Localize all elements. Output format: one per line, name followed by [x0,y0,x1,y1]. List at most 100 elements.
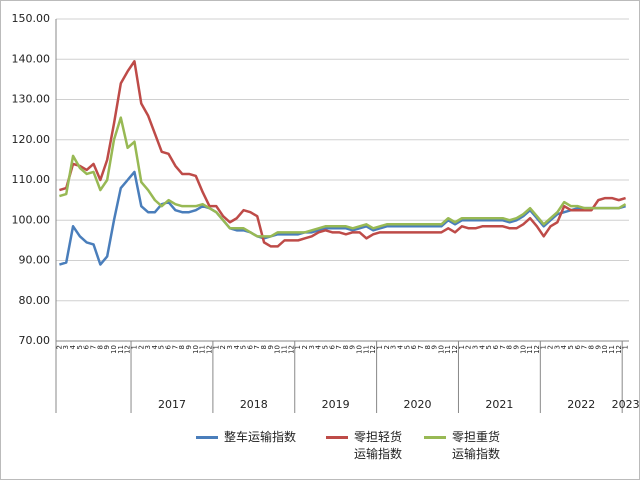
y-tick-label: 90.00 [19,254,51,267]
x-tick-label: 1 [458,345,466,349]
x-tick-label: 8 [506,345,514,349]
x-tick-label: 6 [328,344,336,349]
legend-item: 整车运输指数 [196,429,308,463]
x-tick-label: 5 [567,345,575,349]
x-tick-label: 2 [219,345,227,349]
x-tick-label: 3 [308,345,316,349]
legend-swatch [424,436,446,439]
x-tick-label: 1 [130,345,138,349]
year-label: 2022 [567,398,595,411]
series-line [59,60,626,248]
x-tick-label: 3 [390,345,398,349]
x-tick-label: 3 [472,345,480,349]
x-tick-label: 4 [478,344,486,349]
x-tick-label: 1 [294,345,302,349]
x-tick-label: 11 [199,345,207,354]
y-tick-label: 130.00 [12,93,51,106]
x-tick-label: 2 [137,345,145,349]
x-tick-label: 9 [103,345,111,349]
x-tick-label: 7 [90,345,98,349]
x-tick-label: 9 [512,345,520,349]
x-tick-label: 8 [342,345,350,349]
series-line [59,116,627,238]
series-line [59,170,626,266]
y-tick-label: 100.00 [12,213,51,226]
x-tick-label: 11 [608,345,616,354]
legend: 整车运输指数 零担轻货运输指数 零担重货运输指数 [196,429,504,463]
y-tick-label: 110.00 [12,173,51,186]
x-tick-label: 2 [547,345,555,349]
y-tick-label: 140.00 [12,52,51,65]
x-tick-label: 3 [553,345,561,349]
x-tick-label: 4 [560,344,568,349]
x-tick-label: 12 [369,345,377,354]
x-tick-label: 4 [233,344,241,349]
x-tick-label: 12 [533,345,541,354]
y-tick-label: 80.00 [19,294,51,307]
x-tick-label: 11 [281,345,289,354]
legend-item: 零担重货运输指数 [424,429,504,463]
x-tick-label: 10 [519,345,527,354]
x-tick-label: 4 [69,344,77,349]
x-tick-label: 9 [267,345,275,349]
x-tick-label: 6 [246,344,254,349]
x-tick-label: 1 [212,345,220,349]
x-tick-label: 7 [417,345,425,349]
year-label: 2020 [404,398,432,411]
x-tick-label: 8 [424,345,432,349]
x-tick-label: 5 [76,345,84,349]
x-tick-label: 6 [574,344,582,349]
legend-swatch [196,436,218,439]
x-tick-label: 8 [178,345,186,349]
x-tick-label: 12 [451,345,459,354]
legend-label: 整车运输指数 [224,430,297,444]
x-tick-label: 3 [226,345,234,349]
x-tick-label: 6 [492,344,500,349]
x-tick-label: 4 [151,344,159,349]
x-tick-label: 11 [362,345,370,354]
x-tick-label: 7 [253,345,261,349]
x-tick-label: 10 [110,345,118,354]
x-tick-label: 8 [260,345,268,349]
year-label: 2021 [485,398,513,411]
x-tick-label: 3 [62,345,70,349]
x-tick-label: 7 [335,345,343,349]
x-tick-label: 2 [301,345,309,349]
x-tick-label: 10 [192,345,200,354]
x-tick-label: 1 [540,345,548,349]
y-tick-label: 120.00 [12,133,51,146]
x-tick-label: 7 [171,345,179,349]
x-tick-label: 10 [437,345,445,354]
x-tick-label: 2 [383,345,391,349]
y-tick-label: 150.00 [12,12,51,25]
x-tick-label: 10 [356,345,364,354]
x-tick-label: 4 [396,344,404,349]
legend-item: 零担轻货运输指数 [326,429,406,463]
x-tick-label: 10 [274,345,282,354]
legend-label: 零担重货运输指数 [452,430,501,461]
plot: 70.00 80.00 90.00 100.00 110.00 120.00 130.00 1… [12,12,639,413]
legend-swatch [326,436,348,439]
x-tick-label: 8 [587,345,595,349]
x-tick-label: 12 [615,345,623,354]
x-tick-label: 5 [158,345,166,349]
x-tick-label: 12 [205,345,213,354]
x-tick-label: 9 [185,345,193,349]
year-label: 2023 [612,398,639,411]
x-tick-label: 12 [124,345,132,354]
x-tick-label: 2 [55,345,63,349]
x-tick-label: 10 [601,345,609,354]
x-tick-label: 9 [594,345,602,349]
x-tick-label: 11 [444,345,452,354]
x-tick-label: 8 [96,345,104,349]
x-tick-label: 6 [410,344,418,349]
x-tick-label: 11 [117,345,125,354]
y-tick-label: 70.00 [19,334,51,347]
year-label: 2018 [240,398,268,411]
x-tick-label: 12 [287,345,295,354]
x-tick-label: 5 [321,345,329,349]
x-tick-label: 7 [499,345,507,349]
x-tick-label: 9 [349,345,357,349]
year-label: 2019 [322,398,350,411]
